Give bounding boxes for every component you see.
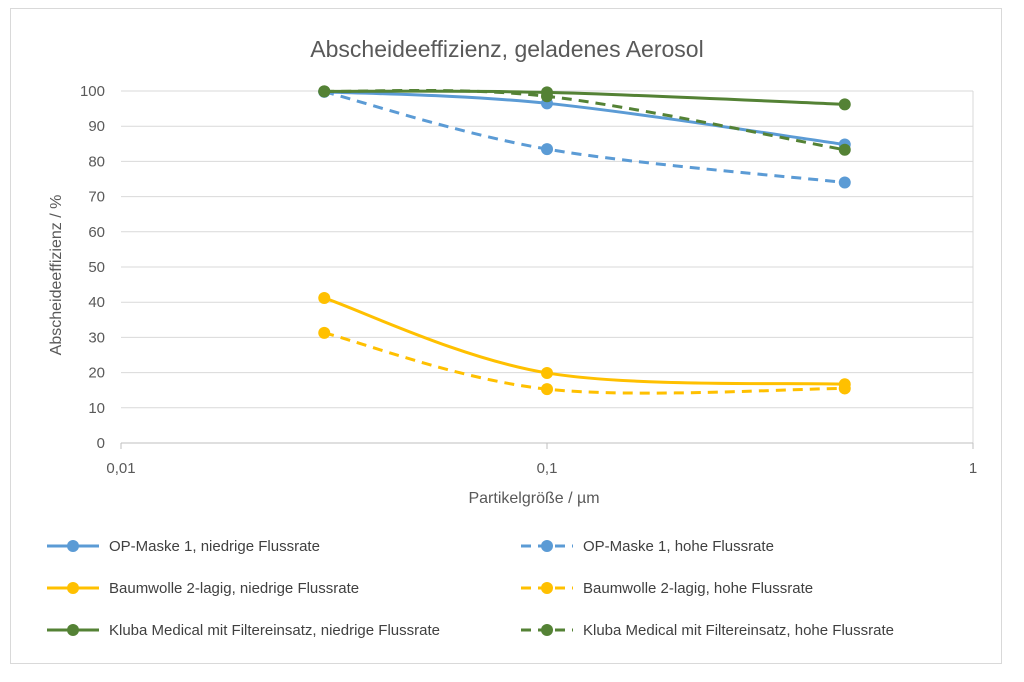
y-tick-label: 60 (88, 224, 105, 241)
data-point (541, 90, 553, 103)
data-point (541, 383, 553, 396)
series-line-1 (324, 90, 845, 146)
legend-marker (67, 624, 79, 636)
data-point (838, 382, 851, 395)
data-point (838, 176, 851, 189)
chart-svg: Abscheideeffizienz, geladenes Aerosol 0 1… (47, 36, 977, 639)
y-tick-label: 10 (88, 400, 105, 417)
data-point (541, 143, 553, 156)
axes: 0 10 20 30 40 50 60 70 80 90 100 0,01 0,1 1 (80, 83, 977, 477)
y-tick-label: 100 (80, 83, 105, 100)
legend-label: OP-Maske 1, hohe Flussrate (583, 538, 774, 555)
data-point (318, 291, 331, 304)
legend-label: Baumwolle 2-lagig, niedrige Flussrate (109, 580, 359, 597)
legend-label: Kluba Medical mit Filtereinsatz, niedrig… (109, 622, 440, 639)
legend-marker (541, 624, 553, 636)
legend-marker (541, 540, 553, 552)
series-group (318, 85, 851, 396)
x-tick-label: 0,1 (537, 460, 558, 477)
legend-label: OP-Maske 1, niedrige Flussrate (109, 538, 320, 555)
legend-label: Baumwolle 2-lagig, hohe Flussrate (583, 580, 813, 597)
y-tick-label: 20 (88, 365, 105, 382)
y-tick-label: 0 (97, 435, 105, 452)
y-tick-label: 50 (88, 259, 105, 276)
x-tick-label: 0,01 (106, 460, 135, 477)
series-line-2 (323, 90, 845, 185)
data-point (318, 326, 331, 339)
y-tick-label: 90 (88, 118, 105, 135)
data-point (318, 85, 331, 98)
legend-marker (67, 540, 79, 552)
series-line-3 (323, 296, 845, 386)
series-line-6 (324, 88, 846, 152)
y-tick-label: 40 (88, 294, 105, 311)
y-tick-label: 80 (88, 153, 105, 170)
data-point (838, 143, 851, 156)
legend-marker (67, 582, 79, 594)
x-tick-label: 1 (969, 460, 977, 477)
grid-lines (121, 90, 974, 443)
y-axis-label: Abscheideeffizienz / % (48, 195, 65, 356)
y-tick-label: 70 (88, 189, 105, 206)
data-point (838, 98, 851, 111)
chart-frame: Abscheideeffizienz, geladenes Aerosol 0 1… (10, 8, 1002, 664)
y-tick-label: 30 (88, 329, 105, 346)
x-axis-label: Partikelgröße / µm (468, 490, 599, 507)
chart-title: Abscheideeffizienz, geladenes Aerosol (310, 36, 703, 62)
legend: OP-Maske 1, niedrige Flussrate OP-Maske 1… (47, 538, 894, 639)
legend-label: Kluba Medical mit Filtereinsatz, hohe Fl… (583, 622, 894, 639)
data-point (541, 366, 553, 379)
legend-marker (541, 582, 553, 594)
